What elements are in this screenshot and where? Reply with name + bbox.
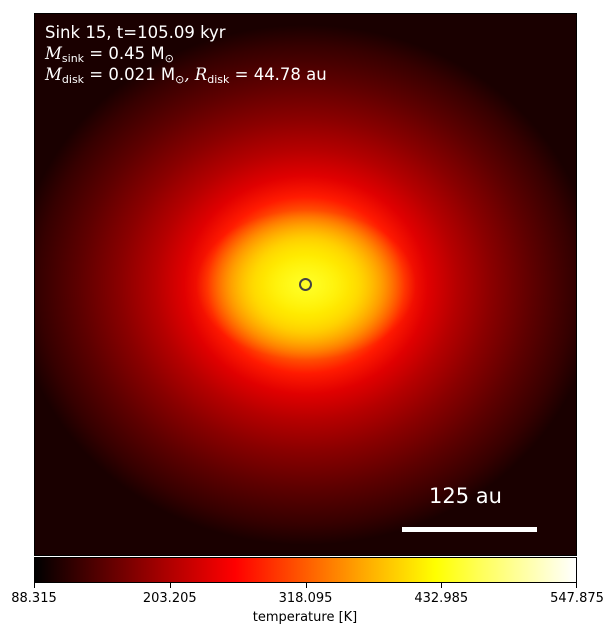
disk-annotation: Mdisk = 0.021 M⊙, Rdisk = 44.78 au	[45, 65, 327, 86]
colorbar-tick	[305, 583, 307, 588]
colorbar-tick	[441, 583, 443, 588]
colorbar-tick-label: 203.205	[142, 591, 197, 606]
colorbar-tick	[34, 583, 35, 588]
colorbar-tick-label: 432.985	[414, 591, 469, 606]
temperature-map: Sink 15, t=105.09 kyr Msink = 0.45 M⊙ Md…	[34, 13, 577, 556]
colorbar-tick-label: 88.315	[11, 591, 57, 606]
colorbar-tick	[576, 583, 577, 588]
sink-mass-annotation: Msink = 0.45 M⊙	[45, 44, 174, 65]
colorbar-tick-label: 318.095	[278, 591, 333, 606]
scale-bar	[402, 527, 537, 532]
colorbar	[34, 557, 577, 583]
sink-time-annotation: Sink 15, t=105.09 kyr	[45, 23, 226, 42]
scale-bar-label: 125 au	[429, 484, 502, 508]
sink-marker	[299, 278, 312, 291]
colorbar-tick	[169, 583, 171, 588]
colorbar-label: temperature [K]	[252, 610, 358, 625]
colorbar-tick-label: 547.875	[550, 591, 604, 606]
